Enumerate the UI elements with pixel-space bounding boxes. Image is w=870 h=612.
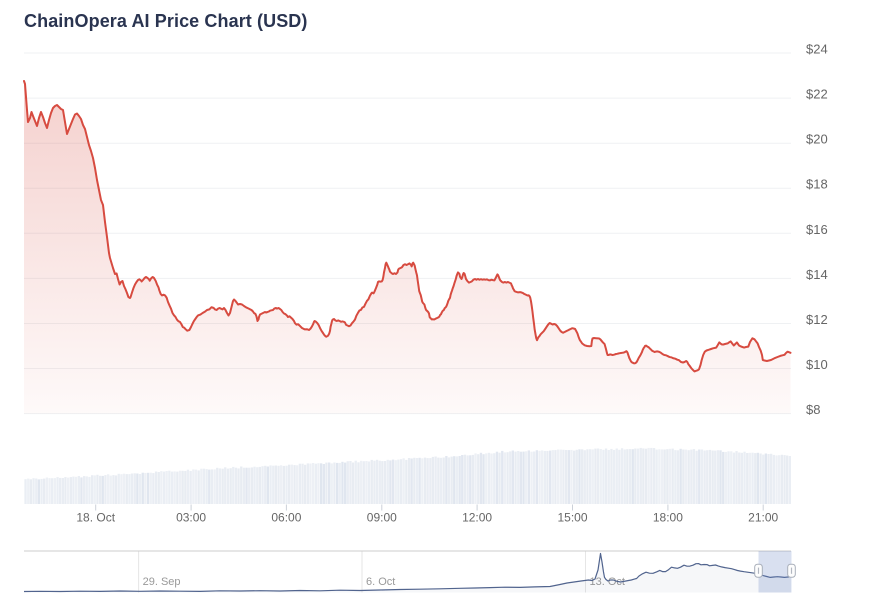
svg-text:15:00: 15:00 (557, 511, 587, 525)
svg-text:18. Oct: 18. Oct (76, 511, 115, 525)
svg-text:$22: $22 (806, 87, 828, 102)
svg-text:03:00: 03:00 (176, 511, 206, 525)
svg-text:29. Sep: 29. Sep (143, 576, 181, 588)
svg-text:$8: $8 (806, 402, 820, 417)
svg-text:$10: $10 (806, 357, 828, 372)
svg-text:13. Oct: 13. Oct (590, 576, 625, 588)
svg-text:$24: $24 (806, 42, 828, 57)
svg-text:12:00: 12:00 (462, 511, 492, 525)
svg-text:18:00: 18:00 (653, 511, 683, 525)
svg-text:09:00: 09:00 (367, 511, 397, 525)
svg-text:$20: $20 (806, 132, 828, 147)
svg-text:$14: $14 (806, 267, 828, 282)
svg-text:06:00: 06:00 (271, 511, 301, 525)
svg-text:21:00: 21:00 (748, 511, 778, 525)
svg-text:$18: $18 (806, 177, 828, 192)
svg-text:6. Oct: 6. Oct (366, 576, 395, 588)
svg-text:$16: $16 (806, 222, 828, 237)
svg-text:$12: $12 (806, 312, 828, 327)
